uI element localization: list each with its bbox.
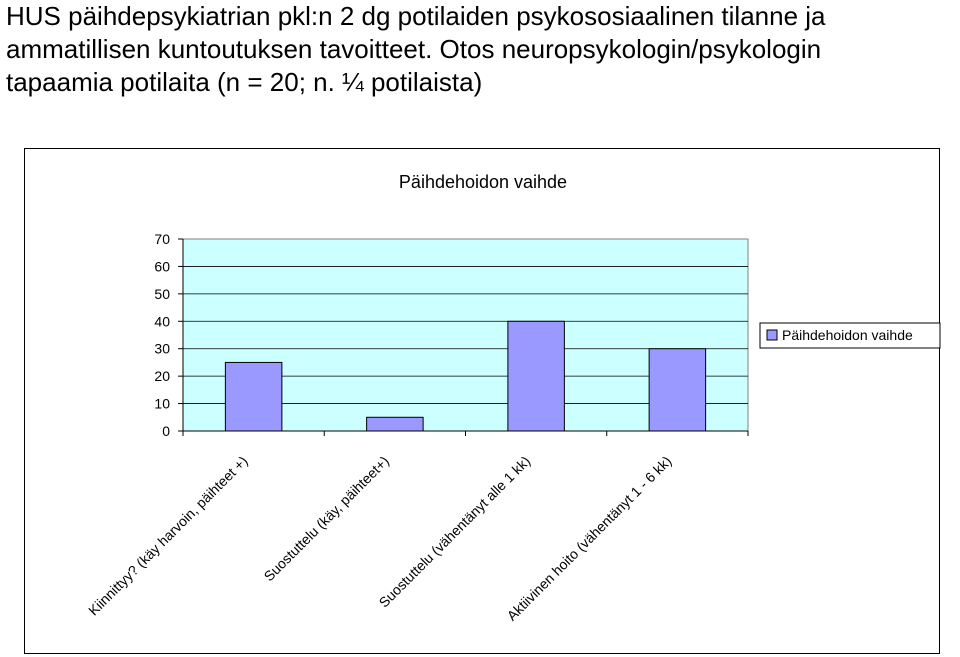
y-tick-label: 20 xyxy=(154,368,170,384)
y-tick-label: 70 xyxy=(154,231,170,247)
legend-label: Päihdehoidon vaihde xyxy=(782,327,913,343)
bar xyxy=(648,348,707,432)
legend-swatch xyxy=(766,329,778,341)
legend-box xyxy=(759,322,941,349)
y-tick-label: 0 xyxy=(162,423,170,439)
slide-title-line-3: tapaamia potilaita (n = 20; n. ¼ potilai… xyxy=(6,67,483,97)
y-tick-label: 30 xyxy=(154,341,170,357)
chart-title: Päihdehoidon vaihde xyxy=(399,172,567,192)
y-axis: 0 10 20 30 40 50 60 70 xyxy=(154,231,184,439)
y-tick-label: 40 xyxy=(154,313,170,329)
legend: Päihdehoidon vaihde xyxy=(759,322,941,349)
x-tick-label: Suostuttelu (käy, päihteet+) xyxy=(261,453,392,584)
x-tick-label: Suostuttelu (vähentänyt alle 1 kk) xyxy=(376,453,534,611)
y-tick-label: 60 xyxy=(154,258,170,274)
slide-title-line-2: ammatillisen kuntoutuksen tavoitteet. Ot… xyxy=(6,34,822,64)
x-tick-label: Aktiivinen hoito (vähentänyt 1 - 6 kk) xyxy=(504,453,675,624)
x-axis: Kiinnittyy? (käy harvoin, päihteet +) Suo… xyxy=(85,430,749,624)
slide-title-line-1: HUS päihdepsykiatrian pkl:n 2 dg potilai… xyxy=(6,1,826,31)
y-tick-label: 10 xyxy=(154,396,170,412)
y-tick-label: 50 xyxy=(154,286,170,302)
chart-frame xyxy=(24,148,940,654)
bars xyxy=(224,320,707,432)
x-tick-label: Kiinnittyy? (käy harvoin, päihteet +) xyxy=(85,453,251,619)
bar xyxy=(224,361,283,432)
bar xyxy=(366,416,424,432)
slide-title: HUS päihdepsykiatrian pkl:n 2 dg potilai… xyxy=(6,0,956,99)
bar xyxy=(507,320,565,432)
